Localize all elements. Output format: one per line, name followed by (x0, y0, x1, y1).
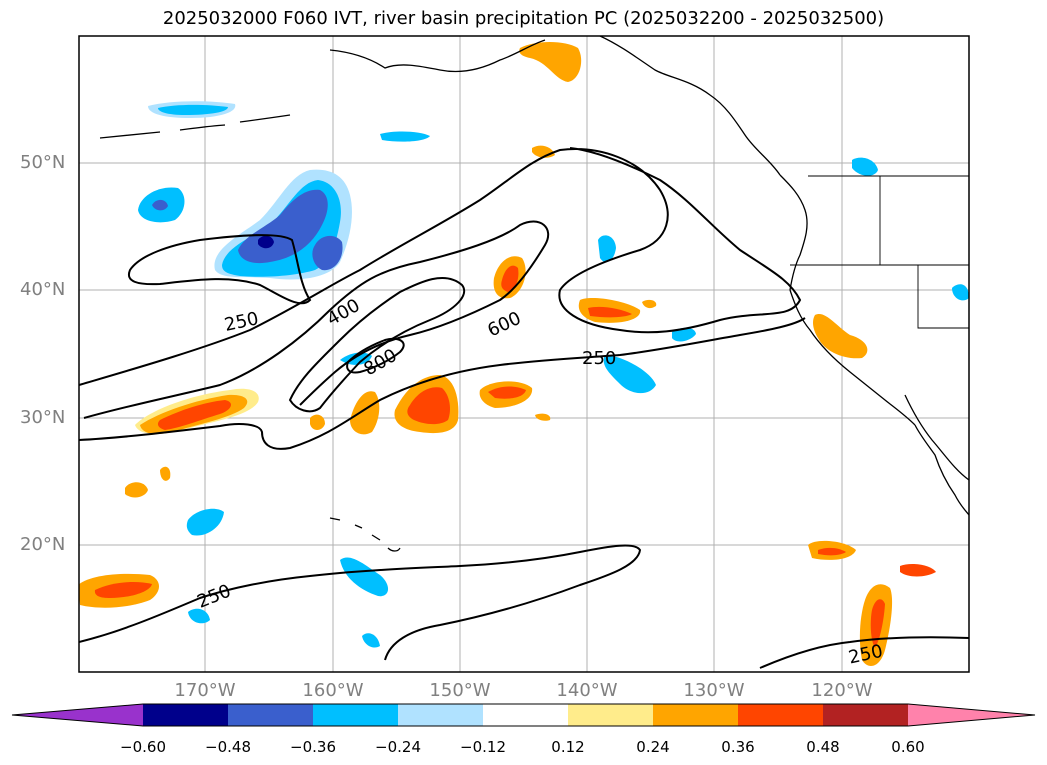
baja-mexico-coast (904, 394, 969, 516)
anomaly-warm-13 (310, 414, 325, 430)
colorbar-tick-label: 0.60 (891, 738, 925, 756)
lon-label-120w: 120°W (811, 680, 873, 701)
anomaly-blue-small-12 (188, 608, 210, 624)
anomaly-blue-nw-2 (312, 235, 343, 271)
contour-250-main (79, 147, 802, 386)
contour-250-lower (79, 317, 806, 450)
aleutians (99, 114, 291, 139)
anomaly-blue-small-10 (852, 157, 878, 176)
contour-600 (288, 276, 465, 413)
lat-label-50n: 50°N (20, 152, 66, 173)
us-borders (790, 175, 969, 329)
colorbar-segment (313, 704, 398, 726)
positive-precip-anomalies (79, 42, 936, 666)
anomaly-warm-8 (813, 314, 868, 359)
colorbar-tick-label: −0.12 (460, 738, 506, 756)
colorbar-outline (11, 703, 1036, 727)
colorbar-segment (483, 704, 568, 726)
bc-coast (779, 174, 808, 291)
colorbar-tick-label: −0.24 (375, 738, 421, 756)
colorbar-segment (568, 704, 653, 726)
coastlines (99, 36, 969, 552)
contour-250-south (79, 544, 642, 661)
anomaly-warm-10-core (818, 547, 846, 556)
anomaly-warm-7 (519, 42, 582, 82)
anomaly-blue-small-13 (362, 633, 380, 648)
anomaly-blue-small-5 (598, 235, 616, 263)
colorbar-segment (738, 704, 823, 726)
contour-800 (346, 337, 405, 374)
anomaly-blue-small-7 (672, 327, 696, 342)
colorbar-segment (653, 704, 738, 726)
colorbar-segment (143, 704, 228, 726)
anomaly-blue-small-9 (340, 557, 389, 597)
colorbar-segment (398, 704, 483, 726)
anomaly-warm-16 (642, 299, 657, 309)
colorbar-extend-high (908, 704, 1035, 726)
colorbar-tick-label: 0.36 (721, 738, 755, 756)
anomaly-blue-small-3 (380, 131, 430, 142)
negative-precip-anomalies (138, 101, 969, 648)
contour-label-250-b: 250 (582, 348, 616, 369)
anomaly-warm-2-core (407, 387, 450, 425)
anomaly-warm-11-core (870, 599, 885, 648)
anomaly-warm-1-core (157, 400, 232, 430)
anomaly-warm-18 (160, 466, 171, 481)
ivt-contours (79, 147, 969, 669)
anomaly-warm-14 (900, 564, 936, 577)
anomaly-blue-small-8 (186, 508, 224, 536)
alaska-coast (329, 36, 781, 176)
lat-label-20n: 20°N (20, 534, 66, 555)
colorbar (11, 703, 1036, 727)
anomaly-warm-4-core (488, 386, 526, 399)
lon-label-150w: 150°W (429, 680, 491, 701)
hawaii (329, 517, 401, 552)
colorbar-extend-low (12, 704, 143, 726)
lon-label-160w: 160°W (302, 680, 364, 701)
colorbar-tick-label: −0.48 (205, 738, 251, 756)
lat-label-30n: 30°N (20, 407, 66, 428)
anomaly-blue-small-11 (952, 284, 969, 301)
lat-label-40n: 40°N (20, 279, 66, 300)
map-background (79, 36, 969, 672)
anomaly-warm-17 (535, 413, 551, 421)
contour-250-se (759, 636, 969, 669)
lon-label-140w: 140°W (556, 680, 618, 701)
colorbar-tick-label: −0.60 (120, 738, 166, 756)
anomaly-blue-small-2-core (158, 104, 228, 115)
contour-250-loop (127, 234, 312, 305)
anomaly-blue-small-1-core (152, 199, 168, 211)
anomaly-warm-5-core (501, 265, 519, 292)
colorbar-tick-label: 0.24 (636, 738, 670, 756)
colorbar-tick-label: −0.36 (290, 738, 336, 756)
colorbar-tick-label: 0.12 (551, 738, 585, 756)
colorbar-tick-label: 0.48 (806, 738, 840, 756)
map-title: 2025032000 F060 IVT, river basin precipi… (162, 8, 885, 29)
anomaly-warm-3 (350, 391, 380, 435)
anomaly-blue-small-6 (603, 355, 656, 394)
map-frame (78, 35, 970, 673)
lon-label-170w: 170°W (174, 680, 236, 701)
colorbar-segment (228, 704, 313, 726)
lon-label-130w: 130°W (683, 680, 745, 701)
anomaly-warm-6-core (588, 306, 632, 318)
anomaly-warm-12 (125, 482, 148, 498)
anomaly-blue-nw-darkest (258, 235, 274, 249)
anomaly-warm-9-core (94, 582, 152, 598)
colorbar-segment (823, 704, 908, 726)
